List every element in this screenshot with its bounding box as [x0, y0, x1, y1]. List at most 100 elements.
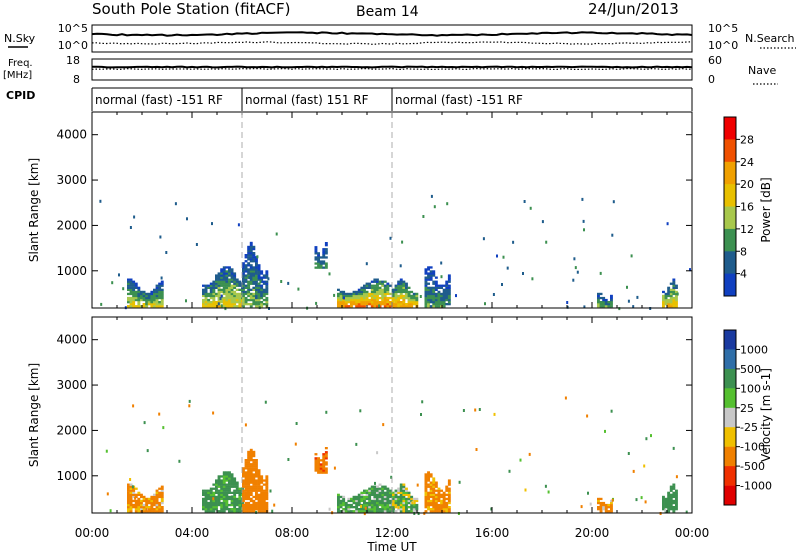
velocity-echo-cell [129, 495, 133, 499]
power-echo-cell [222, 270, 226, 273]
velocity-echo-cell [222, 491, 226, 494]
power-echo-cell [442, 284, 446, 287]
velocity-echo-cell [217, 495, 221, 499]
velocity-echo-cell [215, 497, 218, 501]
velocity-scatter-point [640, 496, 643, 500]
velocity-echo-cell [344, 503, 348, 507]
velocity-echo-cell [434, 510, 438, 513]
velocity-echo-cell [222, 483, 226, 486]
power-echo-cell [405, 305, 408, 308]
power-echo-cell [137, 292, 141, 296]
power-echo-cell [147, 301, 151, 304]
power-echo-cell [434, 280, 438, 283]
velocity-echo-cell [424, 510, 428, 513]
velocity-echo-cell [324, 453, 328, 456]
power-echo-cell [257, 292, 261, 296]
velocity-echo-cell [265, 508, 269, 511]
power-echo-cell [432, 305, 436, 308]
power-echo-cell [350, 305, 353, 308]
velocity-echo-cell [252, 477, 256, 480]
power-echo-cell [317, 258, 320, 261]
velocity-echo-cell [405, 491, 408, 494]
power-echo-cell [140, 290, 143, 294]
power-echo-cell [602, 296, 606, 300]
velocity-echo-cell [597, 497, 600, 501]
velocity-scatter-point [411, 501, 414, 505]
power-scatter-point [186, 217, 188, 221]
velocity-echo-cell [434, 503, 438, 507]
velocity-echo-cell [662, 503, 665, 507]
velocity-echo-cell [233, 506, 237, 509]
velocity-echo-cell [378, 510, 382, 513]
velocity-echo-cell [424, 481, 428, 484]
velocity-echo-cell [342, 510, 346, 513]
velocity-echo-cell [153, 497, 156, 501]
x-tick-label: 00:00 [675, 526, 710, 540]
power-echo-cell [432, 290, 436, 294]
power-echo-cell [207, 286, 211, 289]
power-echo-cell [247, 272, 251, 275]
power-echo-cell [394, 286, 398, 289]
power-echo-cell [204, 305, 208, 308]
power-echo-cell [675, 292, 678, 296]
power-echo-cell [252, 247, 256, 251]
power-scatter-point [195, 243, 198, 246]
velocity-echo-cell [434, 481, 438, 484]
power-echo-cell [352, 290, 356, 294]
velocity-echo-cell [215, 506, 218, 509]
power-echo-cell [407, 286, 411, 289]
power-echo-cell [153, 290, 156, 294]
power-echo-cell [257, 278, 261, 281]
velocity-echo-cell [373, 489, 377, 492]
velocity-echo-cell [127, 487, 130, 490]
power-echo-cell [222, 272, 226, 275]
power-echo-cell [217, 294, 221, 298]
velocity-echo-cell [155, 503, 159, 507]
power-echo-cell [664, 292, 668, 296]
velocity-echo-cell [373, 497, 377, 501]
power-echo-cell [222, 278, 226, 281]
velocity-echo-cell [672, 510, 676, 513]
velocity-echo-cell [397, 489, 401, 492]
velocity-echo-cell [597, 508, 600, 511]
power-echo-cell [350, 303, 353, 306]
velocity-echo-cell [257, 487, 261, 490]
velocity-echo-cell [265, 495, 269, 499]
power-echo-cell [445, 292, 449, 296]
power-echo-cell [376, 301, 379, 304]
velocity-echo-cell [147, 508, 151, 511]
power-echo-cell [158, 284, 162, 287]
velocity-echo-cell [381, 503, 385, 507]
velocity-echo-cell [257, 495, 261, 499]
velocity-echo-cell [342, 495, 346, 499]
velocity-echo-cell [244, 508, 248, 511]
velocity-echo-cell [212, 487, 216, 490]
velocity-echo-cell [342, 503, 346, 507]
power-echo-cell [137, 301, 141, 304]
velocity-scatter-point [188, 404, 191, 408]
velocity-echo-cell [434, 483, 438, 486]
power-echo-cell [209, 294, 213, 298]
velocity-echo-cell [137, 491, 141, 494]
power-echo-cell [252, 292, 256, 296]
power-echo-cell [370, 288, 374, 291]
velocity-echo-cell [230, 483, 234, 486]
velocity-echo-cell [225, 493, 229, 496]
power-echo-cell [222, 301, 226, 304]
velocity-scatter-point [134, 496, 137, 500]
velocity-echo-cell [233, 481, 237, 484]
power-echo-cell [376, 284, 379, 287]
velocity-echo-cell [249, 477, 253, 480]
power-echo-cell [672, 290, 676, 294]
velocity-scatter-point [672, 446, 675, 450]
power-echo-cell [207, 298, 211, 302]
power-echo-cell [129, 292, 133, 296]
power-echo-cell [392, 298, 395, 302]
power-echo-cell [233, 272, 237, 275]
power-echo-cell [427, 292, 430, 296]
power-echo-cell [247, 270, 251, 273]
power-echo-cell [217, 272, 221, 275]
nave-tick-top: 60 [708, 54, 722, 67]
velocity-echo-cell [233, 489, 237, 492]
velocity-echo-cell [242, 510, 245, 513]
